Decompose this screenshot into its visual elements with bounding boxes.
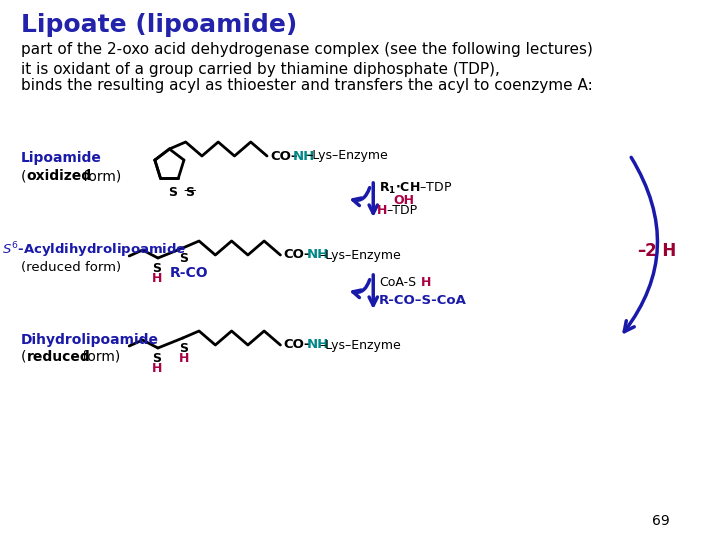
Text: CO–: CO– bbox=[283, 339, 311, 352]
FancyArrowPatch shape bbox=[353, 280, 369, 298]
FancyArrowPatch shape bbox=[353, 188, 369, 206]
Text: (reduced form): (reduced form) bbox=[21, 260, 121, 273]
Text: Dihydrolipoamide: Dihydrolipoamide bbox=[21, 333, 159, 347]
Text: Lipoate (lipoamide): Lipoate (lipoamide) bbox=[21, 13, 297, 37]
Text: Lipoamide: Lipoamide bbox=[21, 151, 102, 165]
Text: binds the resulting acyl as thioester and transfers the acyl to coenzyme A:: binds the resulting acyl as thioester an… bbox=[21, 78, 593, 93]
FancyArrowPatch shape bbox=[624, 157, 657, 332]
Text: R-CO: R-CO bbox=[169, 266, 208, 280]
Text: H: H bbox=[152, 272, 162, 285]
Text: OH: OH bbox=[393, 193, 414, 206]
Text: S: S bbox=[179, 342, 188, 355]
Text: S: S bbox=[153, 262, 161, 275]
Text: H: H bbox=[179, 352, 189, 365]
Text: –Lys–Enzyme: –Lys–Enzyme bbox=[320, 248, 402, 261]
Text: it is oxidant of a group carried by thiamine diphosphate (TDP),: it is oxidant of a group carried by thia… bbox=[21, 62, 500, 77]
Text: reduced: reduced bbox=[27, 350, 91, 364]
Text: –Lys–Enzyme: –Lys–Enzyme bbox=[320, 339, 402, 352]
Text: H: H bbox=[377, 204, 387, 217]
Text: NH: NH bbox=[306, 248, 328, 261]
Text: –: – bbox=[637, 242, 646, 260]
Text: form): form) bbox=[78, 350, 121, 364]
Text: R-CO–S-CoA: R-CO–S-CoA bbox=[379, 294, 467, 307]
Text: S: S bbox=[179, 252, 188, 265]
Text: CO–: CO– bbox=[283, 248, 311, 261]
Text: (: ( bbox=[21, 350, 27, 364]
Text: S: S bbox=[153, 352, 161, 365]
Text: H: H bbox=[421, 275, 431, 288]
Text: part of the 2-oxo acid dehydrogenase complex (see the following lectures): part of the 2-oxo acid dehydrogenase com… bbox=[21, 42, 593, 57]
Text: form): form) bbox=[79, 169, 122, 183]
Text: –Lys–Enzyme: –Lys–Enzyme bbox=[306, 150, 388, 163]
Text: $S^6$-Acyldihydrolipoamide: $S^6$-Acyldihydrolipoamide bbox=[2, 240, 186, 260]
Text: CO–: CO– bbox=[270, 150, 297, 163]
Text: $\mathbf{R_1}$$\mathbf{\cdot}$$\mathbf{CH}$–TDP: $\mathbf{R_1}$$\mathbf{\cdot}$$\mathbf{C… bbox=[379, 180, 452, 195]
Text: S: S bbox=[185, 186, 194, 199]
Text: CoA-S: CoA-S bbox=[379, 275, 416, 288]
Text: S: S bbox=[168, 186, 177, 199]
Text: (: ( bbox=[21, 169, 27, 183]
Text: NH: NH bbox=[306, 339, 328, 352]
Text: NH: NH bbox=[293, 150, 315, 163]
Text: —: — bbox=[184, 184, 196, 197]
Text: oxidized: oxidized bbox=[27, 169, 92, 183]
Text: –TDP: –TDP bbox=[387, 204, 418, 217]
Text: 2 H: 2 H bbox=[645, 242, 676, 260]
Text: 69: 69 bbox=[652, 514, 670, 528]
Text: H: H bbox=[152, 362, 162, 375]
